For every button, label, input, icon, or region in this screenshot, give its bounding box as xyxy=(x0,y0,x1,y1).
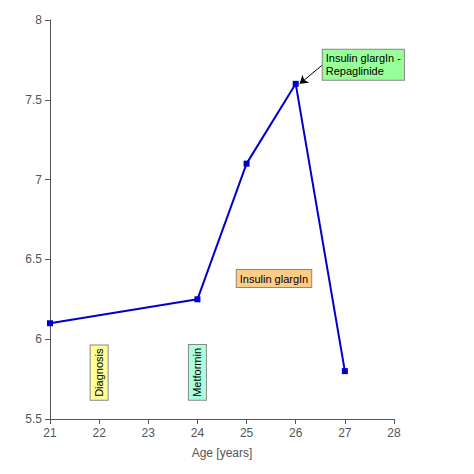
svg-text:8: 8 xyxy=(35,13,42,27)
svg-text:25: 25 xyxy=(240,426,254,440)
svg-text:21: 21 xyxy=(43,426,57,440)
svg-text:28: 28 xyxy=(387,426,401,440)
svg-text:26: 26 xyxy=(289,426,303,440)
svg-text:6.5: 6.5 xyxy=(25,252,42,266)
svg-text:Insulin glargIn -: Insulin glargIn - xyxy=(326,52,402,64)
svg-text:7.5: 7.5 xyxy=(25,93,42,107)
svg-text:27: 27 xyxy=(338,426,352,440)
svg-text:Insulin glargIn: Insulin glargIn xyxy=(240,273,309,285)
svg-text:7: 7 xyxy=(35,173,42,187)
svg-text:Age [years]: Age [years] xyxy=(192,446,253,460)
svg-text:Repaglinide: Repaglinide xyxy=(326,65,384,77)
svg-text:Diagnosis: Diagnosis xyxy=(93,348,105,397)
svg-text:23: 23 xyxy=(142,426,156,440)
svg-text:5.5: 5.5 xyxy=(25,412,42,426)
svg-text:22: 22 xyxy=(92,426,106,440)
svg-text:24: 24 xyxy=(191,426,205,440)
svg-text:6: 6 xyxy=(35,332,42,346)
svg-text:Metformin: Metformin xyxy=(191,348,203,397)
